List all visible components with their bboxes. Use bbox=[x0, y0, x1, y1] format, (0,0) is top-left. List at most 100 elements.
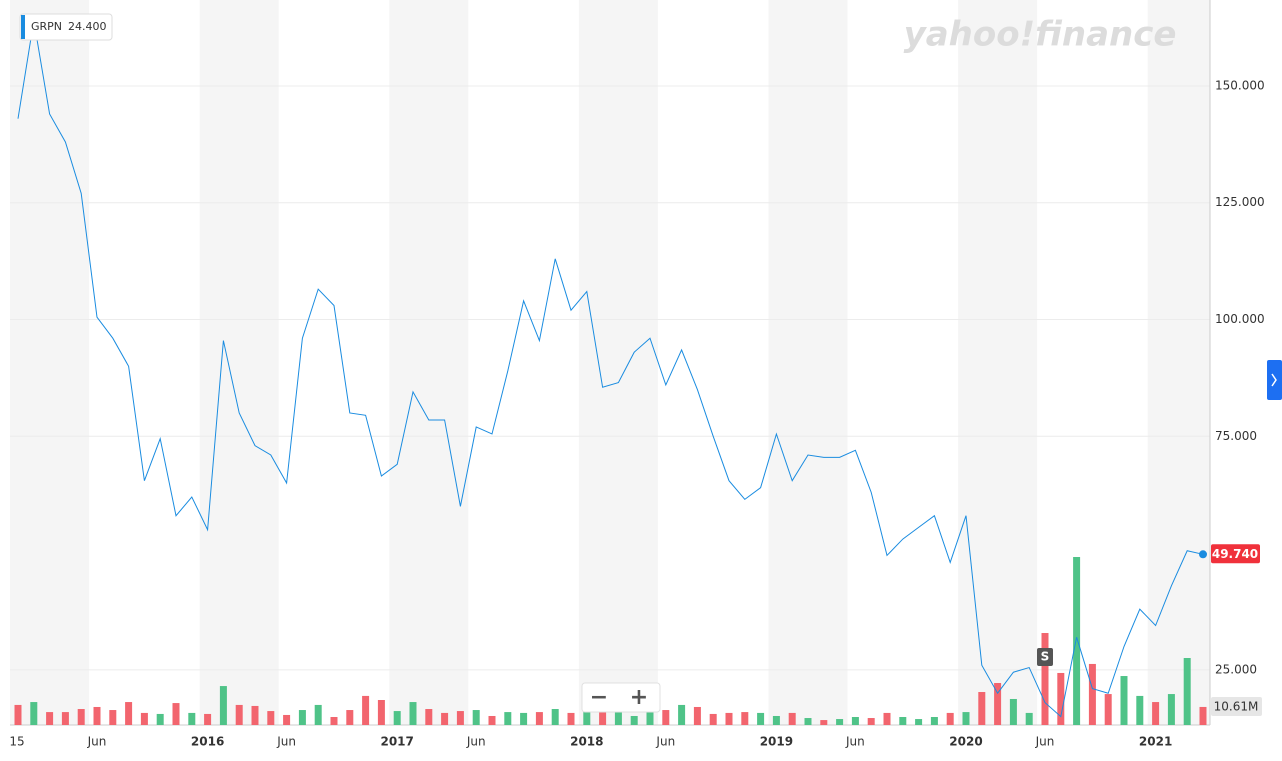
x-tick-label: 15 bbox=[9, 735, 24, 749]
volume-bar bbox=[630, 715, 638, 725]
volume-bar bbox=[567, 712, 575, 725]
volume-bar bbox=[1120, 676, 1128, 725]
volume-bar bbox=[1199, 706, 1207, 725]
volume-bar bbox=[820, 720, 828, 725]
volume-bar bbox=[298, 710, 306, 725]
volume-bar bbox=[757, 712, 765, 725]
volume-bar bbox=[456, 711, 464, 725]
volume-label: 10.61M bbox=[1214, 699, 1259, 713]
zoom-bar bbox=[581, 682, 661, 713]
volume-bar bbox=[1104, 694, 1112, 725]
x-tick-label: 2020 bbox=[949, 735, 982, 749]
volume-bar bbox=[1152, 702, 1160, 725]
x-tick-label: Jun bbox=[655, 735, 675, 749]
x-tick-label: 2019 bbox=[760, 735, 793, 749]
volume-bar bbox=[172, 703, 180, 725]
scroll-arrow bbox=[1271, 373, 1277, 387]
zoom-button[interactable]: + bbox=[630, 685, 648, 710]
volume-bar bbox=[46, 712, 54, 725]
volume-box bbox=[1211, 696, 1262, 716]
volume-bar bbox=[962, 712, 970, 725]
volume-bar bbox=[125, 702, 133, 725]
volume-bar bbox=[219, 686, 227, 725]
volume-bar bbox=[472, 710, 480, 725]
volume-bar bbox=[678, 704, 686, 725]
volume-bar bbox=[804, 718, 812, 725]
y-tick-label: 25.000 bbox=[1215, 662, 1257, 676]
volume-bar bbox=[140, 712, 148, 725]
shade-band bbox=[10, 0, 90, 725]
price-line bbox=[17, 20, 1204, 718]
shade-band bbox=[1147, 0, 1210, 725]
volume-bar bbox=[978, 692, 986, 725]
volume-bar bbox=[551, 709, 559, 725]
last-price-label: 49.740 bbox=[1212, 547, 1258, 561]
volume-bar bbox=[662, 710, 670, 725]
volume-bar bbox=[867, 718, 875, 725]
y-tick-label: 75.000 bbox=[1215, 429, 1257, 443]
x-tick-label: 2017 bbox=[380, 735, 413, 749]
shade-band bbox=[199, 0, 279, 725]
volume-bar bbox=[377, 700, 385, 725]
legend-swatch bbox=[21, 15, 25, 39]
volume-bar bbox=[788, 712, 796, 725]
volume-bar bbox=[346, 710, 354, 725]
shade-band bbox=[389, 0, 469, 725]
volume-bar bbox=[535, 712, 543, 725]
volume-bar bbox=[77, 709, 85, 725]
last-point bbox=[1199, 550, 1207, 559]
zoom-button[interactable]: − bbox=[590, 685, 608, 710]
volume-bar bbox=[994, 683, 1002, 725]
legend-value: 24.400 bbox=[68, 20, 107, 33]
volume-bar bbox=[1167, 694, 1175, 725]
volume-bar bbox=[1073, 557, 1081, 725]
volume-bar bbox=[836, 719, 844, 725]
brand-logo: yahoo!finance bbox=[904, 15, 1177, 55]
last-price-box bbox=[1211, 544, 1260, 564]
volume-bar bbox=[314, 704, 322, 725]
volume-bar bbox=[441, 712, 449, 725]
volume-bar bbox=[1025, 712, 1033, 725]
shade-band bbox=[958, 0, 1038, 725]
volume-bar bbox=[156, 713, 164, 725]
y-tick-label: 125.000 bbox=[1215, 195, 1265, 209]
volume-bar bbox=[14, 704, 22, 725]
legend-box bbox=[19, 13, 113, 41]
x-tick-label: Jun bbox=[466, 735, 486, 749]
volume-bar bbox=[488, 715, 496, 725]
x-tick-label: 2021 bbox=[1139, 735, 1172, 749]
volume-bar bbox=[851, 717, 859, 725]
volume-bar bbox=[772, 715, 780, 725]
volume-bar bbox=[1041, 633, 1049, 725]
volume-bar bbox=[883, 712, 891, 725]
volume-bar bbox=[646, 712, 654, 725]
volume-bar bbox=[283, 714, 291, 725]
volume-bar bbox=[30, 702, 38, 725]
volume-bar bbox=[583, 712, 591, 725]
x-tick-label: Jun bbox=[845, 735, 865, 749]
volume-bar bbox=[204, 713, 212, 725]
volume-bar bbox=[393, 711, 401, 725]
volume-bar bbox=[946, 712, 954, 725]
volume-bar bbox=[267, 711, 275, 725]
volume-bar bbox=[409, 702, 417, 725]
x-tick-label: Jun bbox=[1035, 735, 1055, 749]
volume-bar bbox=[1057, 672, 1065, 725]
volume-bar bbox=[109, 710, 117, 725]
split-label: S bbox=[1041, 650, 1050, 664]
volume-bar bbox=[330, 717, 338, 725]
scroll-tab[interactable] bbox=[1267, 360, 1282, 400]
y-tick-label: 150.000 bbox=[1215, 78, 1265, 92]
volume-bar bbox=[235, 704, 243, 725]
shade-band bbox=[768, 0, 848, 725]
legend-name: GRPN bbox=[31, 20, 62, 33]
volume-bar bbox=[599, 705, 607, 725]
volume-bar bbox=[930, 717, 938, 725]
volume-bar bbox=[1009, 698, 1017, 725]
volume-bar bbox=[741, 712, 749, 725]
split-marker bbox=[1037, 648, 1053, 666]
volume-bar bbox=[614, 712, 622, 725]
volume-bar bbox=[693, 706, 701, 725]
volume-bar bbox=[61, 712, 69, 725]
